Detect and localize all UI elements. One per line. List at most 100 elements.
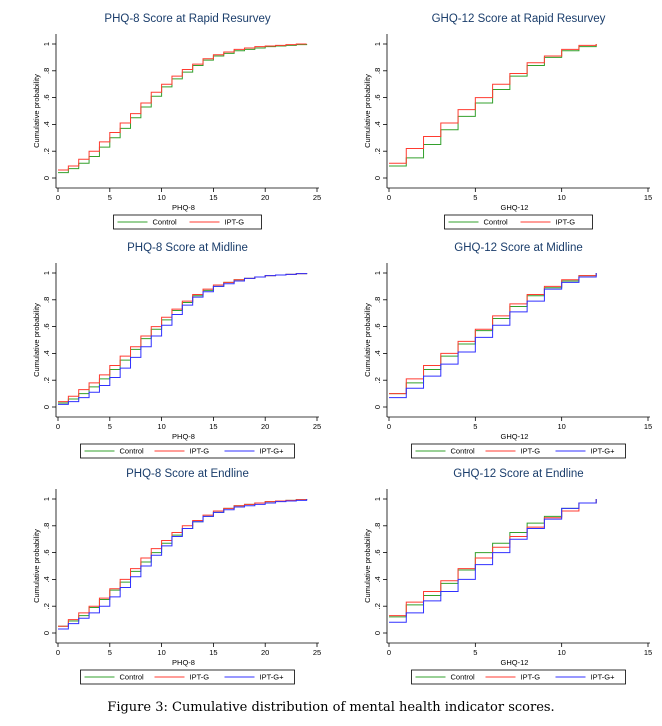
y-tick-label: .4 xyxy=(42,576,51,582)
y-tick-label: .8 xyxy=(373,297,382,303)
series-line-ipt-g xyxy=(389,499,597,623)
y-tick-label: .6 xyxy=(42,94,51,100)
series-line-ipt-g xyxy=(58,273,308,405)
legend-label-control: Control xyxy=(120,673,145,682)
chart-svg: GHQ-12 Score at Rapid Resurvey 0 .2 .4 .6 .8 1… xyxy=(363,13,652,230)
legend-label-ipt-g: IPT-G+ xyxy=(260,447,285,456)
series-line-ipt-g xyxy=(58,273,308,403)
y-tick-label: .6 xyxy=(373,323,382,329)
y-tick-label: .4 xyxy=(42,350,51,356)
legend-label-ipt-g: IPT-G xyxy=(521,447,541,456)
series-line-control xyxy=(58,499,308,627)
x-axis-label: GHQ-12 xyxy=(501,203,529,212)
y-tick-label: .2 xyxy=(373,603,382,609)
x-tick-label: 25 xyxy=(313,648,321,657)
series-line-control xyxy=(58,273,308,404)
legend-label-ipt-g: IPT-G xyxy=(225,218,245,227)
y-tick-label: 0 xyxy=(373,631,382,635)
x-axis-label: PHQ-8 xyxy=(172,658,195,667)
x-tick-label: 25 xyxy=(313,422,321,431)
y-axis-label: Cumulative probability xyxy=(32,303,41,377)
chart-panel-phq8-midline: PHQ-8 Score at Midline 0.2.4.6.8 1 0 5 10 15 20… xyxy=(0,235,331,461)
legend-label-ipt-g: IPT-G xyxy=(190,673,210,682)
y-tick-label: .6 xyxy=(373,549,382,555)
y-tick-label: .4 xyxy=(373,576,382,582)
x-tick-label: 10 xyxy=(157,193,165,202)
y-tick-label: .2 xyxy=(42,148,51,154)
y-tick-label: 1 xyxy=(42,42,51,46)
legend-label-ipt-g: IPT-G+ xyxy=(260,673,285,682)
y-tick-label: .6 xyxy=(42,323,51,329)
y-tick-label: .8 xyxy=(42,523,51,529)
y-tick-label: .8 xyxy=(373,523,382,529)
x-tick-label: 15 xyxy=(644,193,652,202)
x-tick-label: 0 xyxy=(387,648,391,657)
y-tick-label: 0 xyxy=(373,405,382,409)
y-tick-label: 0 xyxy=(42,176,51,180)
x-tick-label: 5 xyxy=(473,422,477,431)
y-tick-label: .4 xyxy=(373,350,382,356)
legend xyxy=(411,443,626,459)
x-tick-label: 5 xyxy=(473,193,477,202)
y-tick-label: .4 xyxy=(373,121,382,127)
legend-label-ipt-g: IPT-G+ xyxy=(591,447,616,456)
chart-title: GHQ-12 Score at Rapid Resurvey xyxy=(432,13,606,25)
y-tick-label: 1 xyxy=(42,497,51,501)
x-tick-label: 15 xyxy=(209,422,217,431)
y-tick-label: 0 xyxy=(42,631,51,635)
series-line-ipt-g xyxy=(58,43,307,171)
legend xyxy=(113,214,262,230)
x-tick-label: 5 xyxy=(108,422,112,431)
chart-panel-ghq12-endline: GHQ-12 Score at Endline 0.2.4.6.8 1 0 5 10 15 G… xyxy=(331,461,662,687)
chart-panel-phq8-rapid: PHQ-8 Score at Rapid Resurvey 0.2.4.6.8 1 0… xyxy=(0,6,331,232)
y-axis-label: Cumulative probability xyxy=(32,74,41,148)
chart-panel-phq8-endline: PHQ-8 Score at Endline 0.2.4.6.8 1 0 5 10 15 20… xyxy=(0,461,331,687)
series-line-ipt-g xyxy=(389,273,597,395)
x-tick-label: 5 xyxy=(473,648,477,657)
y-tick-label: .8 xyxy=(42,297,51,303)
x-tick-label: 0 xyxy=(387,193,391,202)
legend-label-ipt-g: IPT-G+ xyxy=(591,673,616,682)
legend-label-control: Control xyxy=(120,447,145,456)
x-tick-label: 0 xyxy=(56,648,60,657)
y-tick-label: .2 xyxy=(373,148,382,154)
y-tick-label: .6 xyxy=(42,549,51,555)
legend-label-ipt-g: IPT-G xyxy=(521,673,541,682)
y-tick-label: .8 xyxy=(373,68,382,74)
x-tick-label: 0 xyxy=(56,422,60,431)
y-axis-label: Cumulative probability xyxy=(32,529,41,603)
y-tick-label: 0 xyxy=(42,405,51,409)
chart-title: GHQ-12 Score at Midline xyxy=(454,242,582,254)
y-tick-label: 1 xyxy=(373,497,382,501)
x-tick-label: 15 xyxy=(644,422,652,431)
legend xyxy=(411,669,626,685)
series-line-ipt-g xyxy=(389,44,597,164)
figure-caption: Figure 3: Cumulative distribution of men… xyxy=(107,700,555,715)
legend-label-ipt-g: IPT-G xyxy=(190,447,210,456)
x-tick-label: 15 xyxy=(644,648,652,657)
x-axis-label: GHQ-12 xyxy=(501,658,529,667)
x-tick-label: 0 xyxy=(387,422,391,431)
series-line-ipt-g xyxy=(58,499,308,630)
x-axis-label: GHQ-12 xyxy=(501,432,529,441)
legend-label-control: Control xyxy=(451,673,476,682)
chart-title: PHQ-8 Score at Endline xyxy=(126,468,249,480)
legend xyxy=(80,443,295,459)
y-tick-label: .8 xyxy=(42,68,51,74)
chart-panel-ghq12-midline: GHQ-12 Score at Midline 0.2.4.6.8 1 0 5 10 15 G… xyxy=(331,235,662,461)
x-tick-label: 10 xyxy=(157,648,165,657)
legend xyxy=(444,214,593,230)
y-tick-label: .2 xyxy=(373,377,382,383)
series-line-control xyxy=(389,44,597,167)
y-tick-label: .2 xyxy=(42,603,51,609)
x-axis-label: PHQ-8 xyxy=(172,432,195,441)
y-axis-label: Cumulative probability xyxy=(363,74,372,148)
series-line-ipt-g xyxy=(389,273,597,399)
x-tick-label: 10 xyxy=(157,422,165,431)
y-tick-label: .2 xyxy=(42,377,51,383)
x-axis-label: PHQ-8 xyxy=(172,203,195,212)
